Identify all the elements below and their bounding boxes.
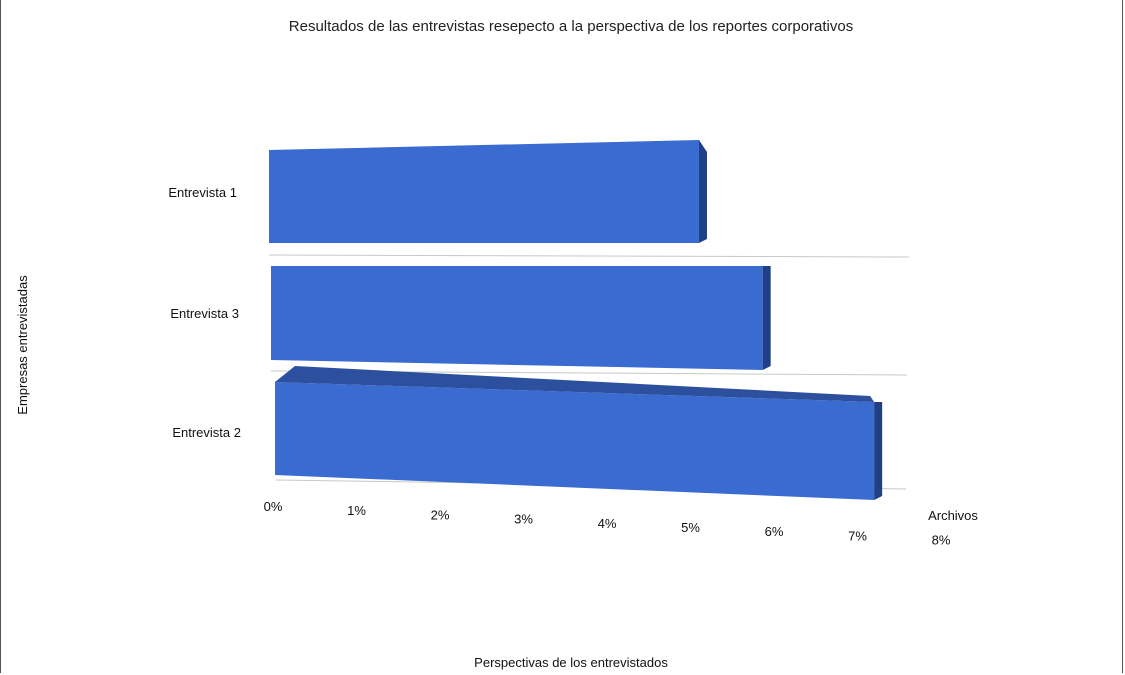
category-label: Entrevista 2 [172,425,241,440]
bar-side-face [762,266,771,370]
bar-side-face [874,402,883,500]
category-label: Entrevista 1 [168,185,237,200]
x-tick-label: 3% [514,512,533,527]
chart-title: Resultados de las entrevistas resepecto … [289,18,853,35]
bar [269,140,707,243]
x-tick-label: 2% [431,507,450,522]
y-axis-title: Empresas entrevistadas [15,275,30,415]
x-tick-label: 8% [932,533,951,548]
bar [271,266,771,370]
gridline [268,254,910,258]
category-labels: Entrevista 1 Entrevista 3 Entrevista 2 [168,185,241,440]
category-label: Entrevista 3 [170,306,239,321]
series-label: Archivos [928,508,978,523]
bar-front-face [269,140,699,243]
x-tick-label: 7% [848,528,867,543]
x-tick-label: 0% [264,499,283,514]
bars [269,140,883,500]
x-axis-title: Perspectivas de los entrevistados [474,655,668,670]
x-tick-label: 1% [347,503,366,518]
bar-side-face [698,140,707,243]
x-tick-label: 4% [598,516,617,531]
bar [275,366,883,500]
x-tick-label: 6% [765,524,784,539]
bar-front-face [275,382,875,500]
x-tick-label: 5% [681,520,700,535]
x-tick-labels: 0% 1% 2% 3% 4% 5% 6% 7% 8% [264,499,951,548]
bar-top-face [275,366,875,402]
bar-front-face [271,266,763,370]
